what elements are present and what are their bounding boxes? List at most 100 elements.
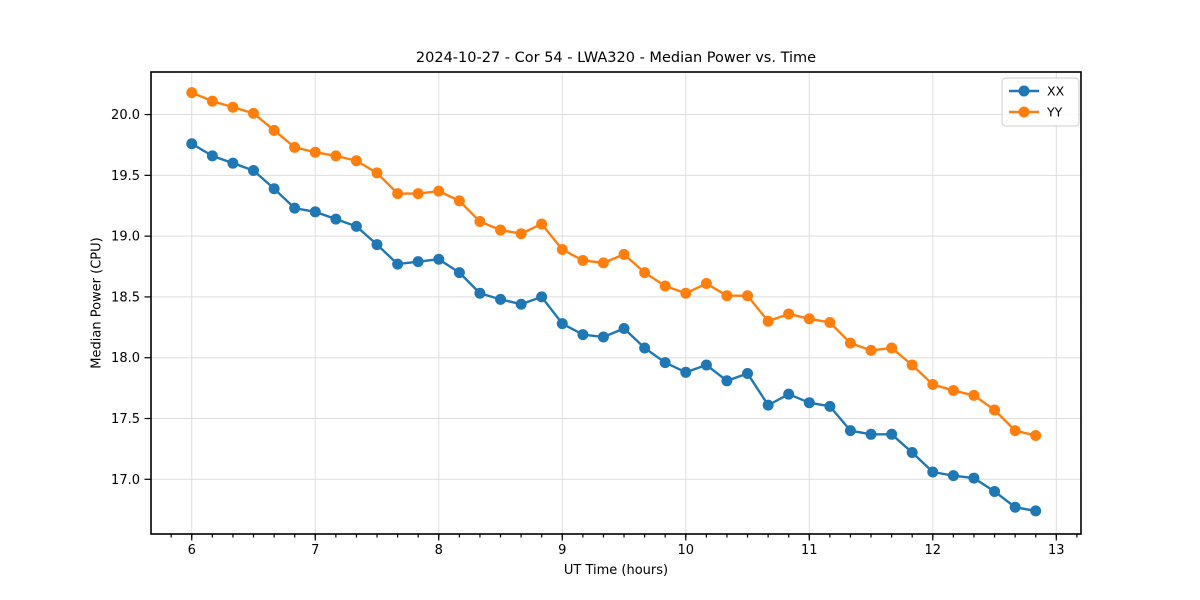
legend: XX YY bbox=[1001, 77, 1080, 127]
data-point bbox=[803, 397, 815, 409]
data-point bbox=[721, 375, 733, 387]
data-point bbox=[556, 318, 568, 330]
data-point bbox=[392, 188, 404, 200]
data-point bbox=[1030, 430, 1042, 442]
data-point bbox=[289, 202, 301, 214]
data-point bbox=[350, 155, 362, 167]
data-point bbox=[474, 287, 486, 299]
data-point bbox=[433, 253, 445, 265]
data-point bbox=[186, 138, 198, 150]
data-point bbox=[186, 87, 198, 99]
data-point bbox=[227, 157, 239, 169]
data-point bbox=[968, 389, 980, 401]
tick-labels: 6 7 8 9 10 11 12 13 17.0 17.5 18.0 18.5 19.0 19.5 20.0 bbox=[111, 108, 1065, 558]
data-point bbox=[680, 287, 692, 299]
data-point bbox=[947, 470, 959, 482]
data-point bbox=[844, 425, 856, 437]
x-tick-label: 6 bbox=[188, 543, 196, 558]
data-point bbox=[330, 150, 342, 162]
x-tick-label: 7 bbox=[311, 543, 319, 558]
y-tick-label: 19.5 bbox=[111, 169, 140, 184]
data-point bbox=[371, 167, 383, 179]
data-point bbox=[783, 308, 795, 320]
legend-marker bbox=[1018, 106, 1030, 118]
data-point bbox=[453, 195, 465, 207]
data-point bbox=[433, 185, 445, 197]
data-point bbox=[474, 216, 486, 228]
data-point bbox=[865, 344, 877, 356]
data-point bbox=[577, 254, 589, 266]
legend-box bbox=[1001, 77, 1080, 127]
data-point bbox=[618, 323, 630, 335]
grid-lines bbox=[151, 72, 1081, 534]
data-point bbox=[762, 315, 774, 327]
data-point bbox=[947, 385, 959, 397]
axis-ticks bbox=[144, 113, 1078, 541]
data-point bbox=[824, 400, 836, 412]
data-point bbox=[453, 267, 465, 279]
data-point bbox=[968, 472, 980, 484]
data-point bbox=[659, 280, 671, 292]
data-point bbox=[412, 188, 424, 200]
data-point bbox=[989, 404, 1001, 416]
y-tick-label: 20.0 bbox=[111, 108, 140, 123]
data-point bbox=[906, 447, 918, 459]
data-point bbox=[515, 228, 527, 240]
x-axis-label: UT Time (hours) bbox=[563, 563, 669, 578]
data-point bbox=[1009, 501, 1021, 513]
data-point bbox=[330, 213, 342, 225]
data-point bbox=[206, 95, 218, 107]
data-point bbox=[762, 399, 774, 411]
chart-title: 2024-10-27 - Cor 54 - LWA320 - Median Po… bbox=[415, 50, 817, 66]
data-point bbox=[742, 290, 754, 302]
data-point bbox=[227, 101, 239, 113]
data-point bbox=[248, 107, 260, 119]
data-point bbox=[536, 291, 548, 303]
data-point bbox=[700, 359, 712, 371]
legend-label: XX bbox=[1047, 84, 1065, 99]
data-point bbox=[700, 278, 712, 290]
data-point bbox=[309, 206, 321, 218]
x-tick-label: 13 bbox=[1048, 543, 1065, 558]
y-tick-label: 17.5 bbox=[111, 412, 140, 427]
data-point bbox=[803, 313, 815, 325]
legend-marker bbox=[1018, 85, 1030, 97]
y-tick-label: 18.0 bbox=[111, 351, 140, 366]
data-point bbox=[659, 357, 671, 369]
data-point bbox=[350, 220, 362, 232]
data-point bbox=[577, 329, 589, 341]
data-point bbox=[865, 428, 877, 440]
data-point bbox=[906, 359, 918, 371]
legend-item-xx: XX bbox=[1009, 84, 1065, 99]
data-point bbox=[371, 239, 383, 251]
data-point bbox=[927, 378, 939, 390]
data-point bbox=[618, 248, 630, 260]
series-yy bbox=[186, 87, 1042, 442]
data-point bbox=[639, 267, 651, 279]
legend-label: YY bbox=[1046, 105, 1063, 120]
y-tick-label: 17.0 bbox=[111, 473, 140, 488]
data-point bbox=[556, 244, 568, 256]
data-point bbox=[639, 342, 651, 354]
data-point bbox=[289, 141, 301, 153]
legend-item-yy: YY bbox=[1009, 105, 1063, 120]
data-point bbox=[783, 388, 795, 400]
data-point bbox=[844, 337, 856, 349]
x-tick-label: 8 bbox=[435, 543, 443, 558]
data-point bbox=[536, 218, 548, 230]
series-xx bbox=[186, 138, 1042, 517]
data-point bbox=[1030, 505, 1042, 517]
x-tick-label: 12 bbox=[925, 543, 942, 558]
axes-spines bbox=[150, 71, 1082, 535]
y-tick-label: 18.5 bbox=[111, 290, 140, 305]
data-point bbox=[927, 466, 939, 478]
data-point bbox=[721, 290, 733, 302]
data-point bbox=[309, 146, 321, 158]
data-point bbox=[495, 224, 507, 236]
x-tick-label: 9 bbox=[558, 543, 566, 558]
data-point bbox=[515, 298, 527, 310]
data-point bbox=[824, 316, 836, 328]
data-point bbox=[886, 428, 898, 440]
data-point bbox=[412, 256, 424, 268]
